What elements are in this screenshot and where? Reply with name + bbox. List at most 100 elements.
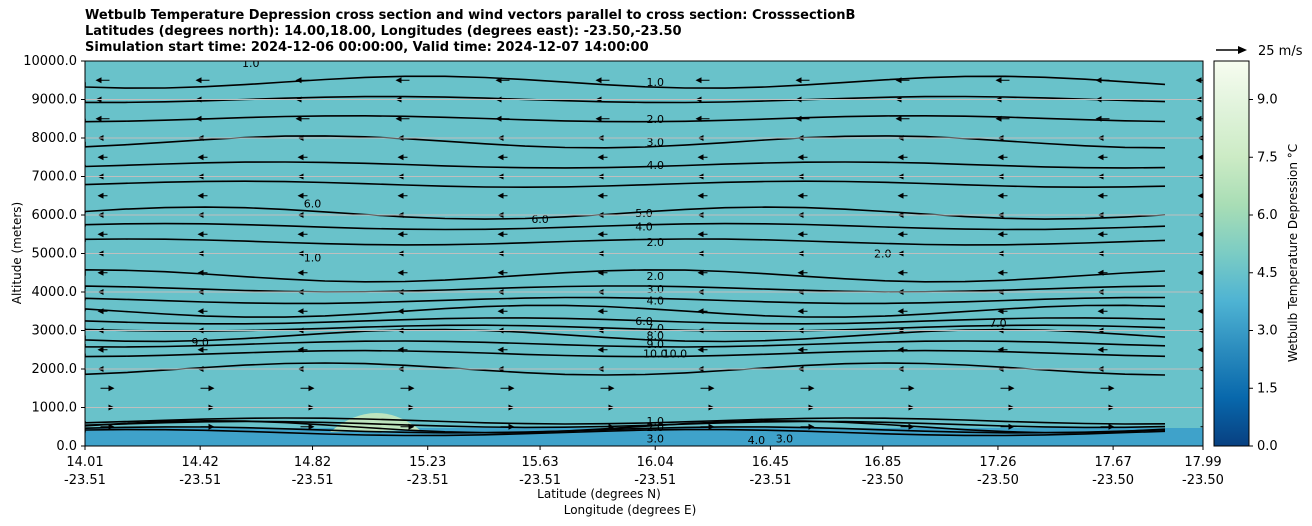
wind-arrowhead: [1097, 346, 1104, 353]
x-tick-label-lon: -23.51: [179, 473, 221, 488]
wind-arrowhead: [197, 308, 204, 315]
wind-arrow: [1000, 423, 1015, 430]
wind-arrow: [797, 346, 808, 353]
wind-arrow: [1097, 154, 1108, 161]
wind-arrow: [997, 192, 1008, 199]
wind-arrow: [97, 231, 108, 238]
wind-arrowhead: [1097, 231, 1104, 238]
y-tick-label: 2000.0: [32, 362, 78, 377]
contour-label: 4.0: [635, 221, 653, 234]
contour-line: [85, 222, 1166, 231]
contour-line: [85, 180, 1166, 189]
wind-arrowhead: [1108, 423, 1115, 430]
title-line-3: Simulation start time: 2024-12-06 00:00:…: [85, 40, 649, 55]
wind-arrow: [1197, 347, 1203, 353]
wind-arrow: [797, 269, 808, 276]
wind-arrow: [1200, 387, 1203, 389]
x-tick-label-lat: 15.63: [521, 455, 558, 470]
wind-arrowhead: [195, 115, 202, 122]
contour-label: 3.0: [776, 432, 794, 445]
wind-arrowhead: [1097, 308, 1104, 315]
contour-label: 4.0: [646, 294, 664, 307]
wind-arrowhead: [97, 154, 104, 161]
wind-arrow: [1097, 231, 1108, 238]
contour-line: [85, 340, 1166, 348]
wind-arrowhead: [595, 115, 602, 122]
wind-arrow: [397, 154, 408, 161]
wind-arrow: [500, 385, 515, 392]
colorbar-fill: [1213, 60, 1250, 447]
colorbar-tick-label: 9.0: [1257, 93, 1278, 108]
wind-arrowhead: [708, 385, 715, 392]
contour-line: [85, 161, 1166, 169]
contour-label: 3.0: [646, 432, 664, 445]
wind-arrowhead: [1108, 385, 1115, 392]
wind-arrow: [897, 308, 908, 315]
wind-arrow: [895, 115, 910, 122]
gridlines: [85, 99, 1203, 408]
wind-arrowhead: [595, 77, 602, 84]
contour-label: 10.0: [663, 348, 688, 361]
wind-arrowhead: [597, 231, 604, 238]
wind-arrowhead: [697, 231, 704, 238]
wind-arrowhead: [95, 77, 102, 84]
wind-arrowhead: [1095, 77, 1102, 84]
wind-arrow: [1197, 231, 1203, 237]
x-axis: 14.01 -23.51 14.42 -23.51 14.82 -23.51 15.23 -2…: [64, 446, 1224, 488]
wind-arrow: [1097, 192, 1108, 199]
wind-arrow: [97, 269, 108, 276]
wind-arrow: [195, 77, 210, 84]
wind-arrow: [897, 154, 908, 161]
contour-label: 3.0: [646, 283, 664, 296]
x-tick-label-lon: -23.50: [862, 473, 904, 488]
wind-arrow: [297, 346, 308, 353]
wind-arrowhead: [197, 346, 204, 353]
wind-arrowhead: [397, 346, 404, 353]
x-tick-label-lon: -23.51: [407, 473, 449, 488]
wind-arrowhead: [1097, 269, 1104, 276]
contour-label: 9.0: [191, 336, 209, 349]
wind-arrowhead: [597, 269, 604, 276]
wind-arrowhead: [1197, 231, 1203, 237]
wind-arrow: [100, 423, 115, 430]
contour-line: [85, 304, 1166, 318]
contour-line: [85, 238, 1166, 246]
wind-arrowhead: [995, 77, 1002, 84]
wind-arrowhead: [297, 269, 304, 276]
colorbar-tick-label: 3.0: [1257, 324, 1278, 339]
wind-arrowhead: [997, 231, 1004, 238]
wind-arrow: [397, 346, 408, 353]
wind-arrow: [897, 346, 908, 353]
contour-label: 2.0: [646, 270, 664, 283]
wind-arrowhead: [695, 115, 702, 122]
wind-arrow: [497, 231, 508, 238]
plot-area: 1.02.03.04.05.04.02.02.03.04.06.07.08.09…: [85, 61, 1203, 446]
y-tick-label: 4000.0: [32, 285, 78, 300]
wind-arrow: [1195, 115, 1203, 122]
wind-arrowhead: [495, 115, 502, 122]
wind-arrow: [597, 231, 608, 238]
colorbar-tick-label: 6.0: [1257, 208, 1278, 223]
wind-arrowhead: [897, 346, 904, 353]
contour-label: 8.0: [646, 330, 664, 343]
wind-arrow: [297, 192, 308, 199]
wind-arrowhead: [897, 154, 904, 161]
wind-arrowhead: [708, 423, 715, 430]
wind-arrow: [597, 308, 608, 315]
wind-arrowhead: [97, 231, 104, 238]
contour-line: [85, 349, 1166, 358]
wind-arrow: [900, 423, 915, 430]
wind-arrow: [200, 385, 215, 392]
wind-arrow: [97, 346, 108, 353]
wind-arrowhead: [197, 231, 204, 238]
wind-arrowhead: [408, 423, 415, 430]
wind-arrow: [297, 308, 308, 315]
y-tick-label: 7000.0: [32, 170, 78, 185]
wind-arrow: [700, 385, 715, 392]
wind-arrow: [197, 192, 208, 199]
wind-arrowhead: [1008, 385, 1015, 392]
wind-arrow: [1197, 308, 1203, 314]
wind-arrow: [497, 154, 508, 161]
wind-arrowhead: [697, 269, 704, 276]
wind-arrowhead: [108, 385, 115, 392]
